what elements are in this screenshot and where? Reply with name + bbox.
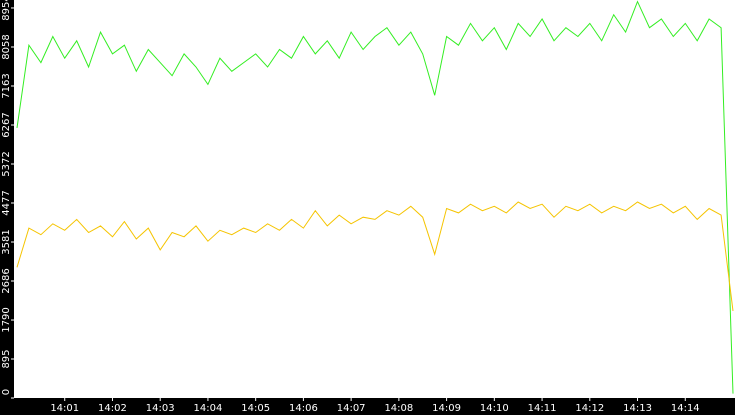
y-tick-label: 1790	[1, 307, 12, 332]
x-tick-label: 14:08	[384, 403, 413, 414]
y-tick-label: 8058	[1, 34, 12, 59]
y-tick-label: 7163	[1, 73, 12, 98]
series-line	[16, 201, 734, 311]
x-tick-label: 14:01	[50, 403, 79, 414]
series-line	[16, 0, 734, 394]
x-tick-label: 14:02	[98, 403, 127, 414]
x-tick-label: 14:12	[575, 403, 604, 414]
x-tick-label: 14:14	[671, 403, 700, 414]
x-tick-label: 14:11	[528, 403, 557, 414]
x-tick-label: 14:13	[623, 403, 652, 414]
y-tick-label: 4477	[1, 190, 12, 215]
x-tick-label: 14:06	[289, 403, 318, 414]
y-tick-label: 895	[1, 349, 12, 368]
y-tick-label: 6267	[1, 112, 12, 137]
y-tick-label: 8954	[1, 0, 12, 21]
y-tick-label: 5372	[1, 151, 12, 176]
x-tick-label: 14:05	[241, 403, 270, 414]
y-tick-label: 2686	[1, 268, 12, 293]
y-tick-label: 3581	[1, 229, 12, 254]
x-tick-label: 14:07	[337, 403, 366, 414]
x-tick-label: 14:04	[194, 403, 223, 414]
x-tick-label: 14:10	[480, 403, 509, 414]
y-axis-strip	[0, 0, 14, 415]
x-tick-label: 14:03	[146, 403, 175, 414]
x-tick-label: 14:09	[432, 403, 461, 414]
x-axis-strip	[0, 398, 735, 415]
y-tick-label: 0	[1, 389, 12, 395]
